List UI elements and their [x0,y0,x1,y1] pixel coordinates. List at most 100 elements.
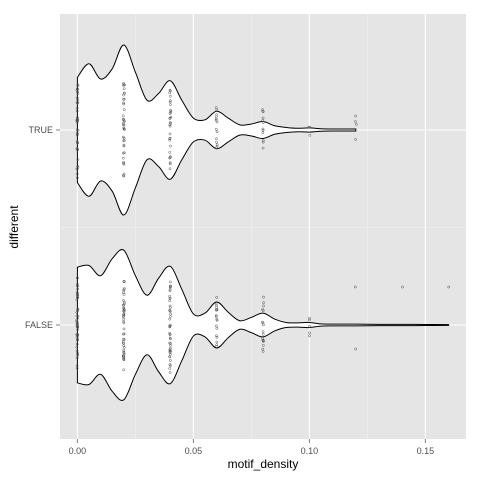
data-point [76,84,80,88]
data-point [122,368,126,372]
data-point [76,284,79,288]
data-point [215,137,218,141]
data-point [75,109,79,113]
data-point [261,109,265,113]
data-point [168,289,172,293]
data-point [168,132,172,136]
data-point [122,123,126,127]
x-tick-label: 0.00 [69,446,87,456]
data-point [168,280,172,284]
data-point [122,346,126,349]
data-point [121,118,125,121]
data-point [168,151,172,154]
data-point [354,138,357,141]
data-point [262,295,265,299]
data-point [262,301,265,305]
data-point [308,318,311,322]
data-point [215,340,219,344]
data-point [215,318,219,322]
data-point [401,285,404,289]
data-point [169,115,173,119]
data-point [168,100,172,104]
y-axis-ticks: FALSE TRUE [25,125,60,330]
data-point [122,293,126,296]
data-point [122,101,125,105]
data-point [122,128,126,131]
data-point [168,306,172,309]
data-point [122,126,125,130]
data-point [168,288,172,291]
x-tick-label: 0.15 [417,446,435,456]
data-point [261,339,265,343]
data-point [75,167,79,171]
data-point [354,120,357,123]
data-point [261,131,265,134]
data-point [76,325,80,329]
data-point [122,174,126,178]
x-tick-label: 0.10 [301,446,319,456]
data-point [261,330,265,333]
data-point [121,174,125,177]
data-point [261,146,265,150]
data-point [76,147,79,151]
data-point [353,285,357,289]
data-point [168,137,172,141]
data-point [215,306,218,310]
data-point [76,158,80,161]
x-axis-title: motif_density [228,457,299,471]
data-point [122,338,126,341]
data-point [76,287,80,291]
data-point [168,371,172,374]
data-point [215,335,219,339]
data-point [76,328,80,331]
data-point [122,108,126,111]
data-point [75,291,79,295]
data-point [122,300,126,304]
data-point [169,144,172,148]
data-point [75,345,79,349]
data-point [261,337,264,340]
data-point [214,315,218,318]
data-point [75,342,79,346]
data-point [76,92,80,95]
data-point [76,101,80,105]
data-point [122,151,126,155]
data-point [122,97,125,101]
data-point [75,87,79,91]
data-point [168,138,172,142]
data-point [76,141,79,145]
data-point [122,143,126,147]
data-point [215,345,219,348]
data-point [168,162,172,166]
data-point [76,333,80,336]
data-point [168,353,172,356]
data-point [76,83,80,87]
data-point [122,327,126,331]
violin-true [76,44,357,216]
data-point [169,111,173,114]
data-point [168,331,172,335]
data-point [122,317,126,321]
data-point [76,276,79,280]
data-point [168,350,172,353]
data-point [168,324,172,328]
data-point [168,363,172,366]
data-point [76,148,79,152]
y-tick-label: FALSE [25,320,53,330]
data-point [261,332,265,336]
data-point [215,143,219,146]
data-point [122,332,126,336]
data-point [169,344,172,347]
data-point [168,121,172,124]
data-point [76,316,80,320]
data-point [168,156,172,160]
data-point [215,120,219,124]
data-point [215,144,219,148]
data-point [122,87,126,91]
data-point [308,334,311,338]
data-point [76,309,80,313]
data-point [169,285,172,288]
data-point [215,130,219,134]
data-point [75,320,79,324]
